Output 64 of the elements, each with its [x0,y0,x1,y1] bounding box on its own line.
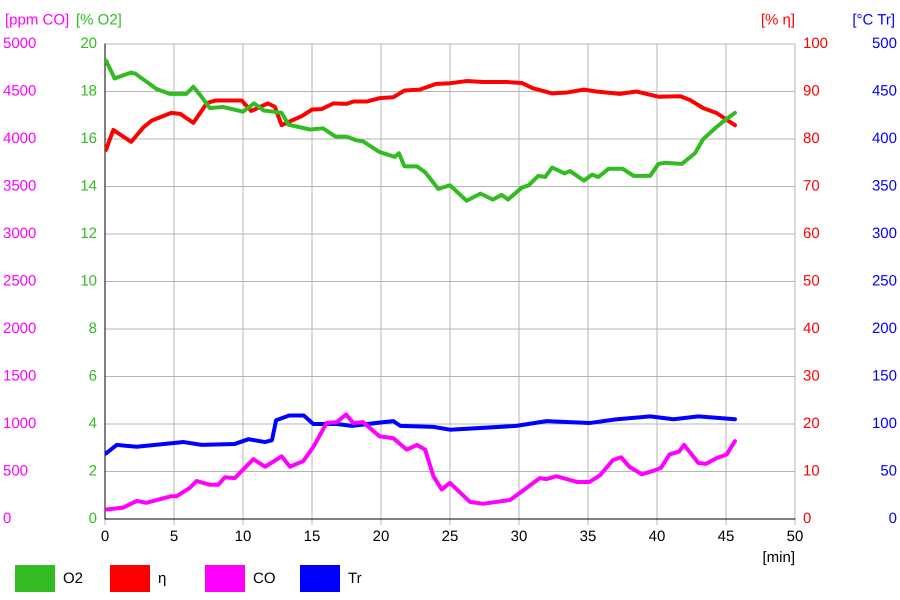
y-tick-label: 10 [80,272,97,290]
y-tick-label: 4000 [3,130,36,148]
y2-tick-label: 30 [803,368,820,385]
legend-label: η [158,570,166,587]
y-tick-label: 12 [80,225,97,242]
y2-tick-label: 0 [803,510,812,528]
x-tick-label: 50 [786,528,804,546]
y2-tick-label: 20 [803,415,820,432]
x-tick-label: 10 [234,528,252,546]
y2-tick-label: 80 [803,130,820,148]
y-tick-label: 1000 [3,415,36,432]
y2-tick-label: 40 [803,320,820,338]
y-tick-label: 3500 [3,178,36,195]
y2-tick-label: 50 [803,272,820,290]
y-tick-label: 1500 [3,368,36,385]
y2-tick-label: 70 [803,178,820,195]
y-tick-label: 0 [88,510,97,528]
x-tick-label: 5 [170,528,178,546]
y-tick-label: 2000 [3,320,36,338]
y2-tick-label: 350 [872,178,897,195]
y2-tick-label: 50 [880,462,897,480]
x-tick-label: 40 [648,528,666,546]
y2-tick-label: 400 [872,130,897,148]
y2-tick-label: 90 [803,82,820,100]
x-tick-label: 20 [372,528,390,546]
legend-label: CO [253,570,276,587]
y-tick-label: 8 [88,320,97,338]
x-tick-label: 35 [580,528,596,546]
y2-tick-label: 100 [872,415,897,432]
y2-tick-label: 150 [872,368,897,385]
y-tick-label: 6 [88,368,97,385]
x-tick-label: 30 [510,528,528,546]
y2-tick-label: 100 [803,35,828,52]
y-axis-title: [% O2] [76,12,122,29]
legend-label: O2 [63,570,84,587]
y-tick-label: 3000 [3,225,36,242]
legend-label: Tr [348,570,362,587]
y2-tick-label: 300 [872,225,897,242]
y2-tick-label: 0 [888,510,897,528]
y2-axis-title: [°C Tr] [852,12,895,29]
y2-axis-title: [% η] [760,12,795,29]
y-tick-label: 4500 [3,82,36,100]
y-axis-title: [ppm CO] [5,12,70,29]
x-tick-label: 0 [100,528,110,546]
y-tick-label: 16 [80,130,97,148]
y2-tick-label: 450 [872,82,897,100]
y-tick-label: 2500 [3,272,36,290]
y-tick-label: 500 [3,462,28,480]
y-tick-label: 5000 [3,35,36,52]
y2-tick-label: 500 [872,35,897,52]
y-tick-label: 18 [80,82,97,100]
y2-tick-label: 60 [803,225,820,242]
y-tick-label: 14 [80,178,97,195]
y2-tick-label: 10 [803,462,820,480]
x-tick-label: 25 [442,528,458,546]
x-tick-label: 15 [304,528,320,546]
y-tick-label: 0 [3,510,12,528]
y-tick-label: 4 [88,415,97,432]
y2-tick-label: 200 [872,320,897,338]
x-axis-title: [min] [762,549,795,566]
x-tick-label: 45 [718,528,734,546]
y-tick-label: 2 [88,462,97,480]
y-tick-label: 20 [80,35,97,52]
y2-tick-label: 250 [872,272,897,290]
